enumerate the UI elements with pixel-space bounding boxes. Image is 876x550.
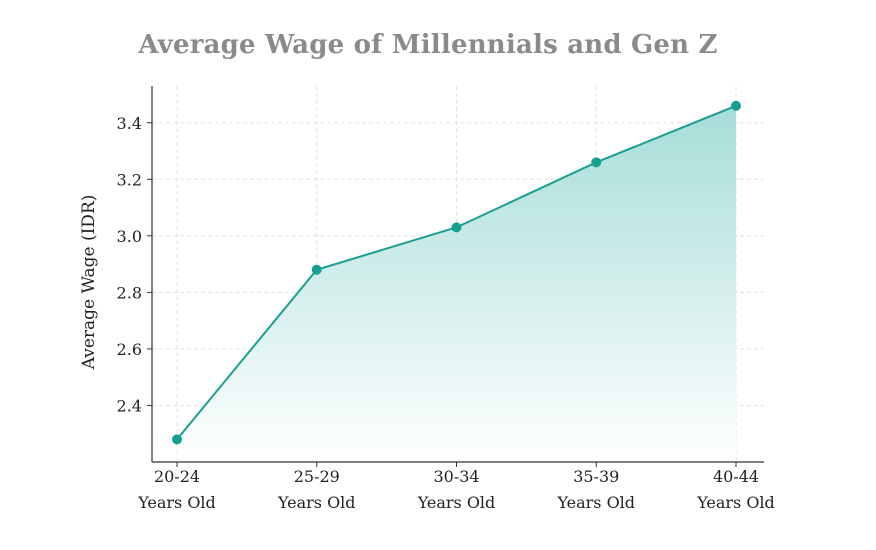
x-tick-label: Years Old bbox=[137, 493, 216, 512]
x-tick-label: 30-34 bbox=[433, 467, 479, 486]
data-point bbox=[731, 100, 741, 111]
x-tick-label: Years Old bbox=[277, 493, 356, 512]
y-tick-label: 2.4 bbox=[117, 396, 142, 415]
x-tick-label: Years Old bbox=[417, 493, 496, 512]
y-axis-title: Average Wage (IDR) bbox=[79, 195, 99, 371]
x-tick-label: 40-44 bbox=[713, 467, 759, 486]
data-point bbox=[311, 264, 322, 275]
y-tick-label: 3.0 bbox=[117, 227, 142, 246]
data-points bbox=[172, 100, 741, 445]
y-tick-label: 3.4 bbox=[117, 114, 142, 133]
y-tick-label: 3.2 bbox=[117, 170, 142, 189]
y-tick-labels: 2.4 2.6 2.8 3.0 3.2 3.4 bbox=[117, 114, 152, 415]
y-tick-label: 2.8 bbox=[117, 283, 142, 302]
data-point bbox=[451, 222, 462, 233]
x-tick-label: Years Old bbox=[556, 493, 635, 512]
x-tick-label: 35-39 bbox=[573, 467, 619, 486]
axes bbox=[151, 86, 764, 463]
y-tick-label: 2.6 bbox=[117, 340, 142, 359]
data-point bbox=[591, 157, 602, 168]
x-tick-label: Years Old bbox=[696, 493, 775, 512]
chart-title: Average Wage of Millennials and Gen Z bbox=[138, 30, 718, 60]
x-tick-label: 25-29 bbox=[294, 467, 340, 486]
data-point bbox=[172, 434, 182, 445]
area-fill bbox=[177, 105, 736, 462]
x-tick-label: 20-24 bbox=[154, 467, 200, 486]
x-tick-labels: 20-24 Years Old 25-29 Years Old 30-34 Years O… bbox=[137, 462, 775, 512]
